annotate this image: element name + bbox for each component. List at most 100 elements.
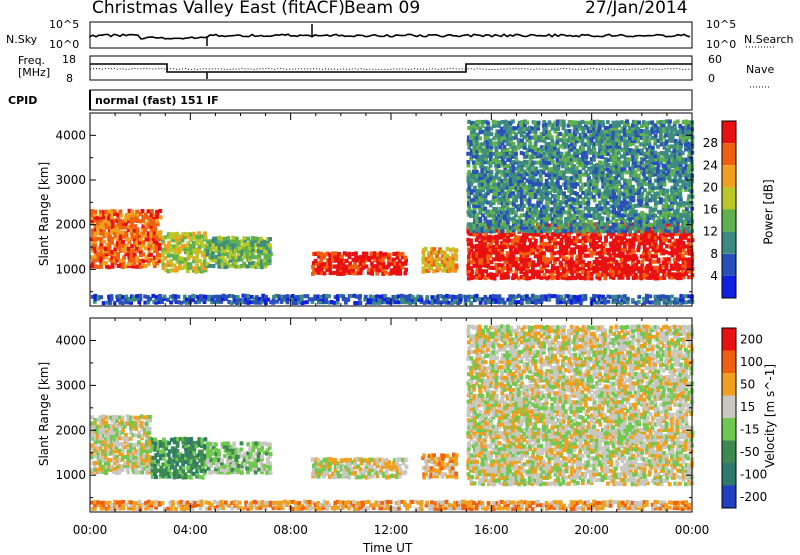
data-cell [634, 254, 638, 258]
data-cell [346, 298, 350, 302]
data-cell [603, 242, 607, 246]
data-cell [592, 298, 596, 302]
data-cell [217, 236, 221, 240]
data-cell [606, 120, 610, 124]
data-cell [593, 198, 597, 202]
data-cell [141, 209, 145, 213]
data-cell [564, 129, 568, 133]
data-cell [642, 239, 646, 243]
data-cell [93, 231, 97, 235]
data-cell [158, 243, 162, 247]
data-cell [586, 121, 590, 125]
colorbar-segment [722, 165, 736, 187]
data-cell [413, 301, 417, 305]
data-cell [221, 297, 225, 301]
data-cell [583, 245, 587, 249]
colorbar-tick-label: 20 [703, 180, 718, 194]
data-cell [455, 248, 459, 252]
data-cell [623, 225, 627, 229]
data-cell [497, 201, 501, 205]
data-cell [135, 294, 139, 298]
data-cell [589, 161, 593, 165]
data-cell [490, 170, 494, 174]
data-cell [653, 214, 657, 218]
data-cell [626, 297, 630, 301]
data-cell [121, 301, 125, 305]
data-cell [548, 120, 552, 124]
data-cell [578, 226, 582, 230]
data-cell [654, 301, 658, 305]
data-cell [670, 295, 674, 299]
data-cell [678, 192, 682, 196]
data-cell [612, 121, 616, 125]
data-cell [670, 204, 674, 208]
data-cell [681, 201, 685, 205]
data-cell [511, 251, 515, 255]
data-cell [657, 301, 661, 305]
data-cell [514, 199, 518, 203]
data-cell [517, 207, 521, 211]
data-cell [606, 201, 610, 205]
data-cell [425, 295, 429, 299]
data-cell [637, 167, 641, 171]
data-cell [246, 294, 250, 298]
colorbar-tick-label: 28 [703, 136, 718, 150]
data-cell [585, 155, 589, 159]
data-cell [155, 219, 159, 223]
data-cell [564, 300, 568, 304]
data-cell [179, 301, 183, 305]
data-cell [212, 264, 216, 268]
data-cell [531, 167, 535, 171]
data-cell [542, 136, 546, 140]
data-cell [650, 300, 654, 304]
data-cell [661, 294, 665, 298]
data-cell [500, 229, 504, 233]
data-cell [511, 119, 515, 123]
data-cell [589, 250, 593, 254]
data-cell [623, 229, 627, 233]
data-cell [356, 256, 360, 260]
data-cell [503, 233, 507, 237]
data-cell [547, 298, 551, 302]
data-cell [517, 161, 521, 165]
data-cell [681, 151, 685, 155]
data-cell [584, 294, 588, 298]
data-cell [579, 301, 583, 305]
data-cell [578, 170, 582, 174]
data-cell [194, 270, 198, 274]
data-cell [436, 298, 440, 302]
data-cell [676, 211, 680, 215]
data-cell [135, 210, 139, 214]
data-cell [681, 126, 685, 130]
data-cell [268, 256, 272, 260]
data-cell [475, 213, 479, 217]
data-cell [653, 154, 657, 158]
data-cell [90, 443, 94, 447]
data-cell [631, 298, 635, 302]
data-cell [687, 201, 691, 205]
data-cell [424, 247, 428, 251]
data-cell [401, 252, 405, 256]
data-cell [147, 209, 151, 213]
data-cell [349, 294, 353, 298]
data-cell [110, 219, 114, 223]
data-cell [400, 294, 404, 298]
data-cell [670, 235, 674, 239]
data-cell [127, 238, 131, 242]
data-cell [286, 300, 290, 304]
data-cell [650, 120, 654, 124]
data-cell [121, 240, 125, 244]
data-cell [224, 295, 228, 299]
data-cell [659, 197, 663, 201]
data-cell [119, 226, 123, 230]
y-tick-label: 3000 [55, 173, 86, 187]
data-cell [522, 204, 526, 208]
data-cell [492, 229, 496, 233]
data-cell [637, 300, 641, 304]
data-cell [104, 232, 108, 236]
data-cell [528, 238, 532, 242]
data-cell [110, 241, 114, 245]
data-cell [623, 179, 627, 183]
data-cell [231, 236, 235, 240]
data-cell [111, 265, 115, 269]
